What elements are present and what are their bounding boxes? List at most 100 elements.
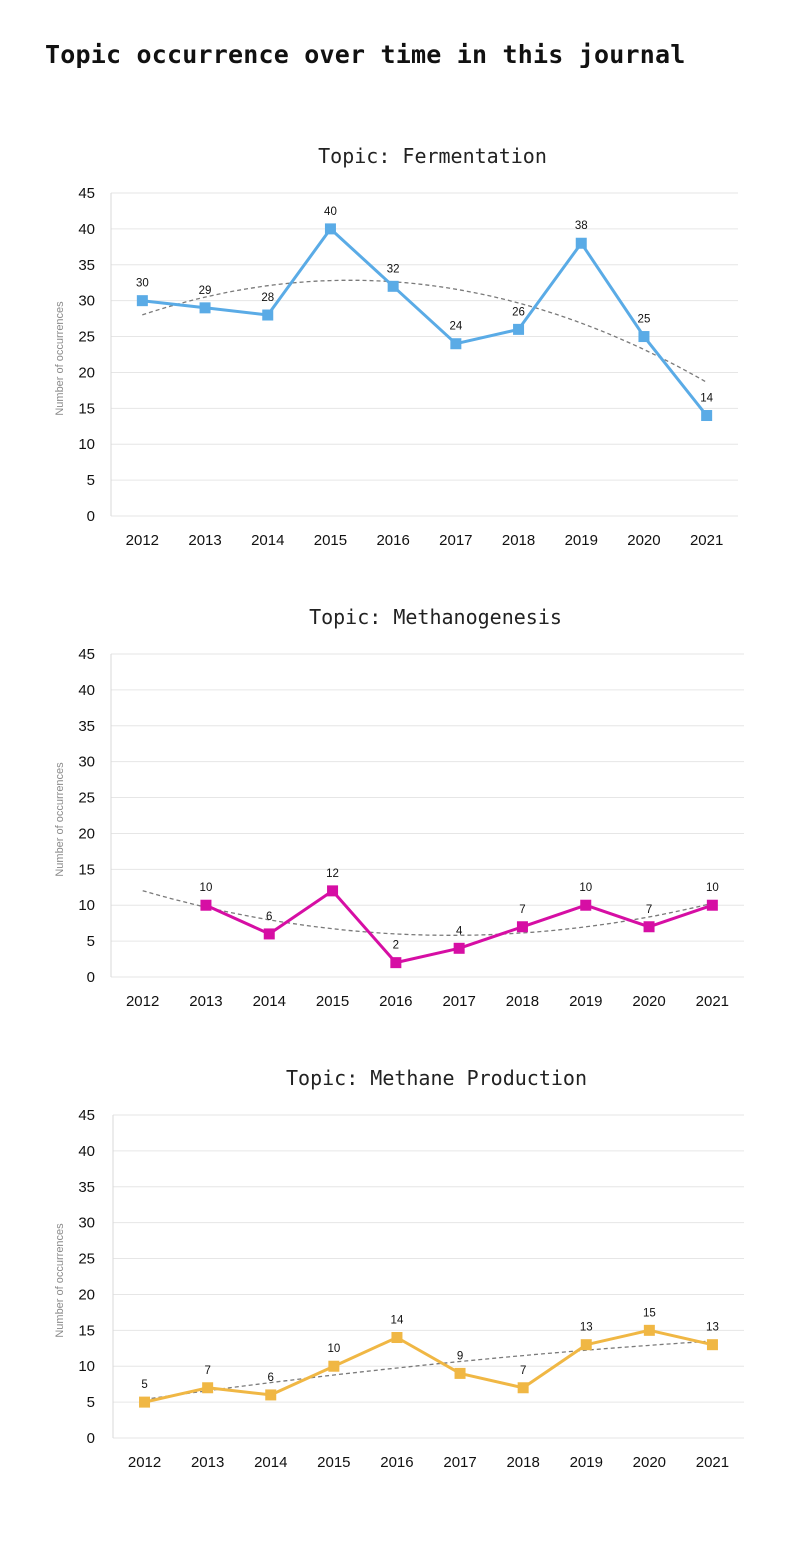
data-label: 24 — [449, 321, 462, 333]
y-tick-label: 30 — [78, 1215, 95, 1232]
y-tick-label: 45 — [78, 646, 95, 663]
chart-title: Topic: Methanogenesis — [309, 605, 562, 629]
y-tick-label: 15 — [78, 400, 95, 417]
data-label: 10 — [327, 1343, 340, 1355]
data-label: 28 — [261, 292, 274, 304]
y-tick-label: 35 — [78, 257, 95, 274]
data-label: 9 — [457, 1350, 463, 1362]
y-tick-label: 25 — [78, 329, 95, 346]
y-tick-label: 20 — [78, 825, 95, 842]
data-point-marker — [454, 1367, 466, 1379]
x-tick-label: 2015 — [317, 1454, 350, 1471]
data-point-marker — [139, 1396, 151, 1408]
data-point-marker — [262, 309, 274, 321]
data-label: 38 — [575, 220, 588, 232]
data-point-marker — [199, 302, 211, 314]
data-label: 15 — [643, 1307, 656, 1319]
data-point-marker — [324, 223, 336, 235]
data-label: 7 — [520, 1365, 526, 1377]
data-point-marker — [643, 921, 655, 933]
series-line — [144, 1328, 713, 1404]
trendline — [144, 1340, 713, 1401]
x-tick-label: 2014 — [253, 993, 286, 1010]
chart-svg: Topic: Methane Production 0 5 10 15 20 25 30 35 4… — [54, 1066, 744, 1471]
x-tick-label: 2013 — [188, 532, 221, 549]
data-label: 7 — [204, 1365, 210, 1377]
data-point-marker — [580, 1339, 592, 1351]
x-tick-label: 2013 — [191, 1454, 224, 1471]
y-tick-label: 45 — [78, 185, 95, 202]
x-tick-label: 2017 — [439, 532, 472, 549]
x-tick-label: 2018 — [506, 993, 539, 1010]
y-tick-label: 45 — [78, 1107, 95, 1124]
data-label: 6 — [266, 911, 272, 923]
y-tick-label: 30 — [78, 754, 95, 771]
data-label: 13 — [706, 1322, 719, 1334]
data-point-marker — [391, 1332, 403, 1344]
chart-methane-production: Topic: Methane Production 0 5 10 15 20 25 30 35 4… — [0, 1052, 800, 1492]
data-label: 29 — [199, 285, 212, 297]
data-label: 25 — [638, 314, 651, 326]
chart-methanogenesis: Topic: Methanogenesis 0 5 10 15 20 25 30 35 40 45 N… — [0, 591, 800, 1031]
y-tick-label: 30 — [78, 293, 95, 310]
trendline — [142, 890, 713, 936]
page-title: Topic occurrence over time in this journ… — [45, 40, 686, 69]
x-tick-label: 2019 — [565, 532, 598, 549]
y-tick-label: 10 — [78, 897, 95, 914]
data-label: 5 — [141, 1379, 147, 1391]
y-tick-label: 10 — [78, 1358, 95, 1375]
x-tick-label: 2015 — [316, 993, 349, 1010]
data-point-marker — [517, 1382, 529, 1394]
data-point-marker — [580, 899, 592, 911]
y-tick-label: 0 — [87, 1430, 95, 1447]
data-label: 12 — [326, 868, 339, 880]
x-tick-label: 2012 — [126, 532, 159, 549]
y-tick-label: 35 — [78, 718, 95, 735]
y-tick-label: 5 — [87, 933, 95, 950]
x-tick-label: 2016 — [380, 1454, 413, 1471]
y-tick-label: 20 — [78, 364, 95, 381]
x-tick-label: 2021 — [696, 1454, 729, 1471]
data-point-marker — [327, 885, 339, 897]
x-tick-label: 2013 — [189, 993, 222, 1010]
data-label: 14 — [700, 393, 713, 405]
chart-title: Topic: Methane Production — [286, 1066, 587, 1090]
x-tick-label: 2017 — [443, 1454, 476, 1471]
x-tick-label: 2015 — [314, 532, 347, 549]
data-point-marker — [706, 1339, 718, 1351]
data-point-marker — [265, 1389, 277, 1401]
y-tick-label: 15 — [78, 861, 95, 878]
data-label: 10 — [706, 882, 719, 894]
x-tick-label: 2020 — [633, 1454, 666, 1471]
x-tick-label: 2021 — [696, 993, 729, 1010]
data-label: 6 — [268, 1372, 274, 1384]
data-label: 14 — [391, 1315, 404, 1327]
y-tick-label: 10 — [78, 436, 95, 453]
y-axis-label: Number of occurrences — [54, 762, 66, 877]
chart-svg: Topic: Fermentation 0 5 10 15 20 25 30 35 40 45 Num… — [54, 144, 738, 549]
data-point-marker — [200, 899, 212, 911]
data-point-marker — [263, 928, 275, 940]
y-tick-label: 5 — [87, 1394, 95, 1411]
data-point-marker — [575, 237, 587, 249]
y-tick-label: 20 — [78, 1286, 95, 1303]
y-axis-label: Number of occurrences — [54, 301, 66, 416]
data-label: 2 — [393, 940, 399, 952]
x-tick-label: 2016 — [376, 532, 409, 549]
x-tick-label: 2021 — [690, 532, 723, 549]
data-point-marker — [136, 295, 148, 307]
y-tick-label: 35 — [78, 1179, 95, 1196]
y-tick-label: 0 — [87, 508, 95, 525]
data-label: 32 — [387, 263, 400, 275]
y-tick-label: 5 — [87, 472, 95, 489]
x-tick-label: 2012 — [126, 993, 159, 1010]
data-label: 7 — [519, 904, 525, 916]
data-point-marker — [701, 410, 713, 422]
y-tick-label: 25 — [78, 1251, 95, 1268]
trendline — [142, 279, 707, 383]
data-point-marker — [516, 921, 528, 933]
x-tick-label: 2017 — [442, 993, 475, 1010]
x-tick-label: 2016 — [379, 993, 412, 1010]
data-label: 4 — [456, 925, 463, 937]
y-tick-label: 40 — [78, 221, 95, 238]
